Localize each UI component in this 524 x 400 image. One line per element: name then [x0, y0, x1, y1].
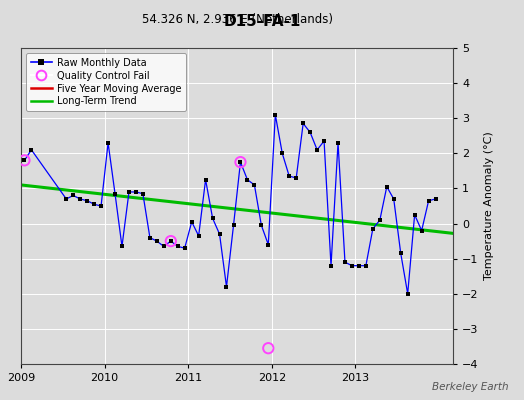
- Point: [418, 227, 426, 234]
- Point: [20, 157, 29, 164]
- Point: [104, 140, 112, 146]
- Point: [292, 175, 300, 181]
- Point: [299, 120, 308, 127]
- Point: [278, 150, 287, 156]
- Point: [69, 192, 78, 199]
- Point: [362, 262, 370, 269]
- Point: [152, 238, 161, 244]
- Point: [167, 238, 175, 244]
- Point: [243, 176, 252, 183]
- Point: [118, 243, 126, 250]
- Point: [250, 182, 259, 188]
- Point: [160, 243, 168, 250]
- Point: [306, 129, 314, 136]
- Legend: Raw Monthly Data, Quality Control Fail, Five Year Moving Average, Long-Term Tren: Raw Monthly Data, Quality Control Fail, …: [26, 53, 187, 111]
- Point: [264, 345, 272, 352]
- Point: [431, 196, 440, 202]
- Point: [222, 284, 231, 290]
- Point: [90, 201, 99, 208]
- Point: [271, 112, 279, 118]
- Point: [389, 196, 398, 202]
- Point: [173, 243, 182, 250]
- Text: D15-FA-1: D15-FA-1: [223, 14, 301, 29]
- Point: [424, 198, 433, 204]
- Point: [97, 203, 105, 209]
- Point: [62, 196, 70, 202]
- Point: [27, 147, 36, 153]
- Point: [313, 147, 321, 153]
- Point: [20, 157, 29, 164]
- Point: [215, 231, 224, 237]
- Point: [397, 250, 405, 257]
- Point: [348, 262, 356, 269]
- Point: [383, 184, 391, 190]
- Point: [180, 245, 189, 251]
- Point: [146, 234, 154, 241]
- Point: [230, 222, 238, 228]
- Point: [376, 217, 384, 223]
- Point: [403, 290, 412, 297]
- Title: 54.326 N, 2.936 E (Netherlands): 54.326 N, 2.936 E (Netherlands): [141, 13, 333, 26]
- Point: [236, 159, 245, 165]
- Point: [83, 198, 91, 204]
- Y-axis label: Temperature Anomaly (°C): Temperature Anomaly (°C): [484, 132, 494, 280]
- Point: [341, 259, 349, 265]
- Point: [410, 212, 419, 218]
- Point: [201, 176, 210, 183]
- Point: [368, 226, 377, 232]
- Point: [111, 190, 119, 197]
- Point: [264, 242, 272, 248]
- Point: [194, 233, 203, 239]
- Point: [236, 159, 245, 165]
- Point: [132, 189, 140, 195]
- Point: [327, 262, 335, 269]
- Point: [320, 138, 328, 144]
- Point: [285, 173, 293, 179]
- Point: [139, 190, 147, 197]
- Point: [209, 215, 217, 222]
- Text: Berkeley Earth: Berkeley Earth: [432, 382, 508, 392]
- Point: [355, 262, 363, 269]
- Point: [167, 238, 175, 244]
- Point: [257, 222, 266, 228]
- Point: [334, 140, 342, 146]
- Point: [125, 189, 133, 195]
- Point: [188, 219, 196, 225]
- Point: [76, 196, 84, 202]
